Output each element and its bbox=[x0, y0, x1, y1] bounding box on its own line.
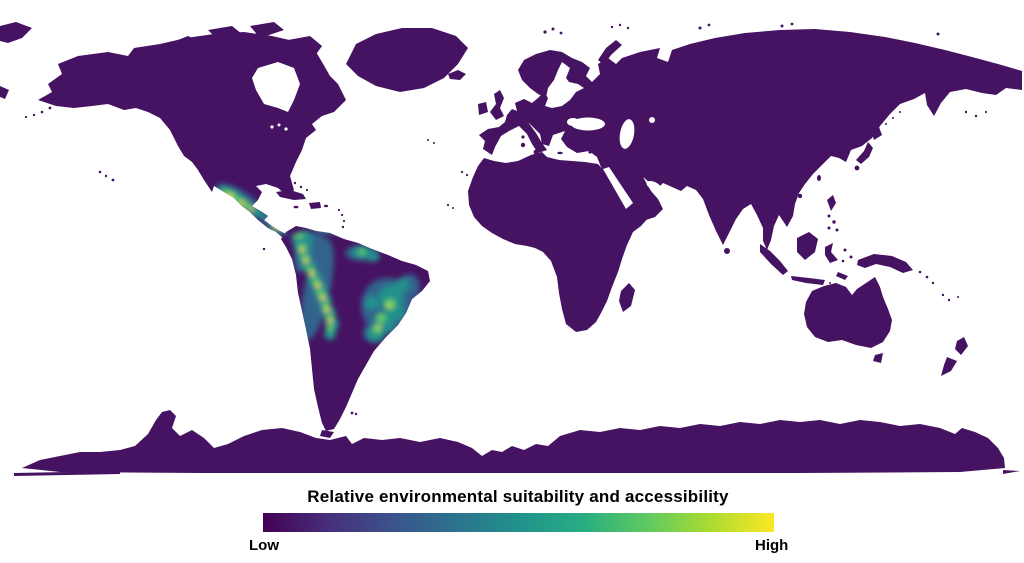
pacific-island-specks bbox=[24, 106, 988, 302]
interior-seas bbox=[252, 62, 662, 209]
new-zealand bbox=[941, 337, 968, 376]
iceland bbox=[448, 70, 466, 80]
tasmania bbox=[873, 353, 883, 363]
madagascar bbox=[619, 283, 635, 312]
eurasia-landmass bbox=[479, 29, 1022, 250]
great-britain bbox=[490, 90, 504, 120]
hudson-bay bbox=[252, 62, 300, 112]
tierra-del-fuego bbox=[320, 430, 334, 438]
world-map bbox=[0, 22, 1022, 476]
north-america-landmass bbox=[38, 32, 346, 238]
hotspot-core-layer bbox=[227, 193, 391, 329]
caribbean-islands bbox=[276, 181, 346, 229]
africa-landmass bbox=[468, 152, 649, 332]
russian-arctic-islands bbox=[543, 22, 940, 65]
baltic-sea bbox=[550, 78, 564, 106]
atlantic-island-specks bbox=[350, 139, 469, 416]
great-lakes bbox=[270, 123, 288, 131]
chukotka-wrap bbox=[0, 22, 32, 99]
antarctica-landmass bbox=[14, 410, 1020, 476]
black-sea-west-lobe bbox=[567, 118, 579, 126]
legend-high-label: High bbox=[755, 537, 789, 554]
new-guinea bbox=[857, 254, 913, 273]
black-sea bbox=[571, 117, 605, 131]
caspian-sea bbox=[619, 119, 635, 149]
ireland bbox=[478, 102, 488, 115]
red-sea bbox=[603, 167, 633, 209]
greenland-landmass bbox=[346, 28, 468, 92]
japan-archipelago bbox=[854, 104, 901, 171]
gulf-of-bothnia bbox=[557, 64, 567, 80]
canadian-arctic-islands bbox=[168, 22, 322, 60]
legend-low-label: Low bbox=[249, 537, 279, 554]
colorbar bbox=[263, 513, 774, 532]
southeast-asia-islands bbox=[760, 175, 853, 285]
mediterranean-islands bbox=[520, 135, 592, 155]
landmasses bbox=[0, 22, 1022, 476]
persian-gulf bbox=[646, 181, 662, 191]
aral-sea bbox=[649, 117, 655, 123]
sri-lanka bbox=[724, 248, 730, 254]
australia-landmass bbox=[804, 277, 892, 348]
legend-title: Relative environmental suitability and a… bbox=[307, 487, 729, 506]
